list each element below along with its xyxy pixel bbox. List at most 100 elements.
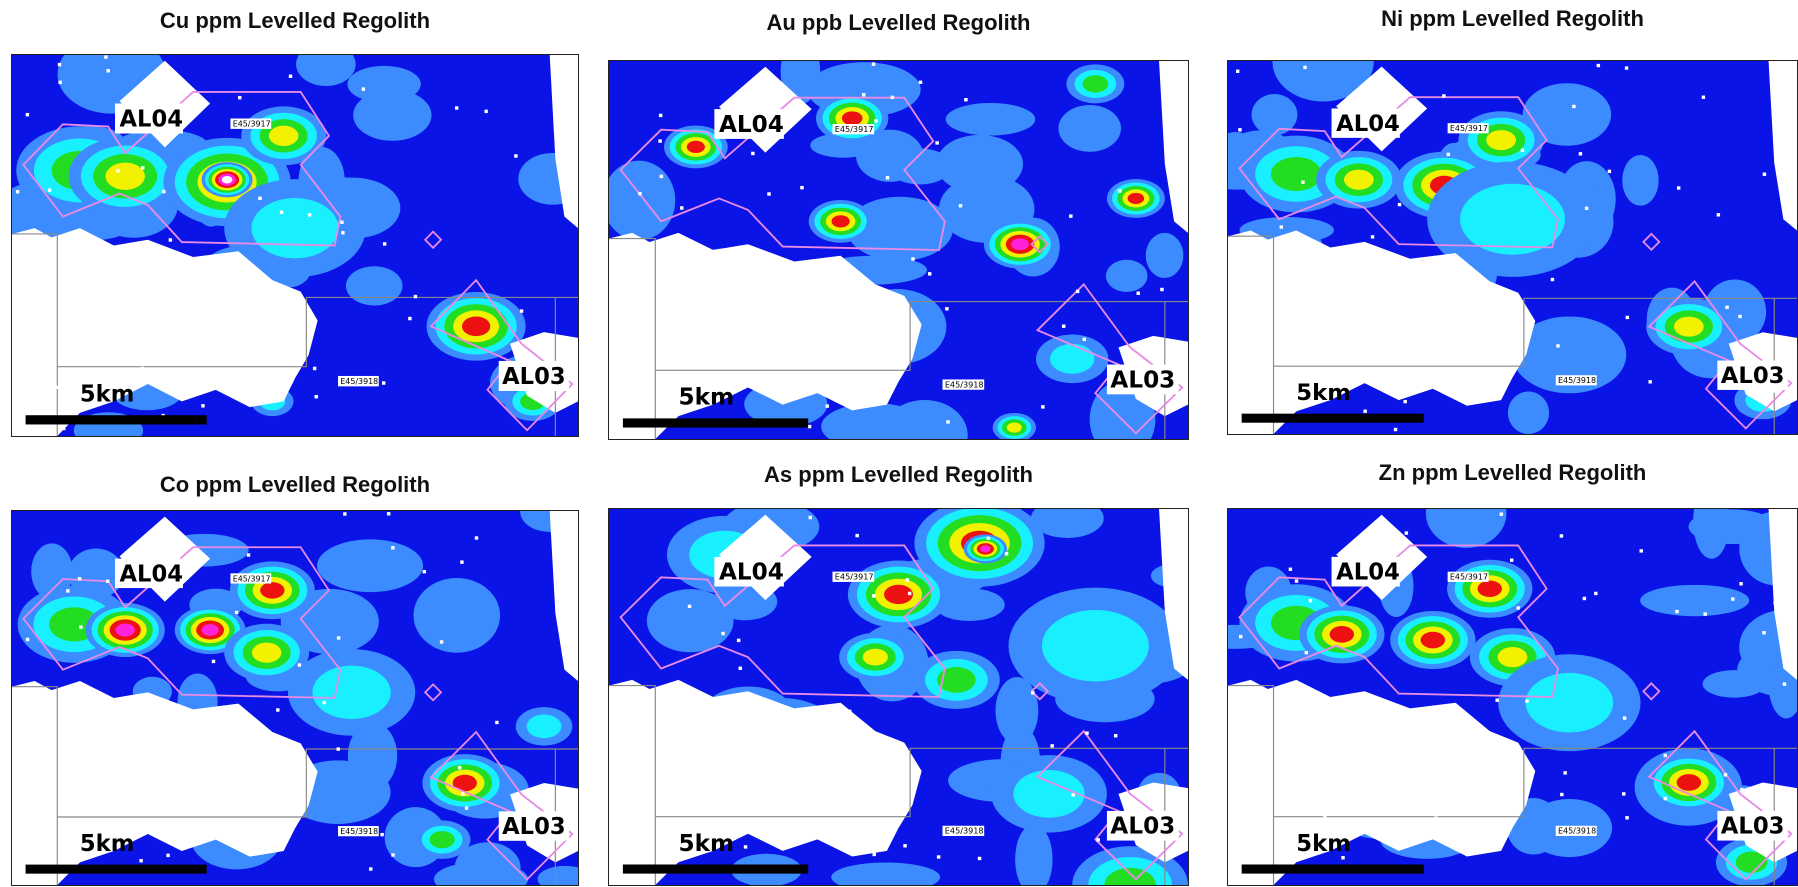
sample-point — [739, 667, 742, 670]
site-label: AL04 — [1336, 560, 1400, 586]
sample-point — [212, 660, 215, 663]
sample-point — [1403, 400, 1406, 403]
tenement-label: E45/3917 — [233, 574, 271, 583]
sample-point — [87, 812, 90, 815]
sample-point — [106, 580, 109, 583]
anomaly — [831, 862, 940, 886]
anomaly — [1007, 422, 1022, 432]
sample-point — [855, 534, 858, 537]
tenement-label: E45/3917 — [1450, 573, 1488, 582]
sample-point — [1071, 793, 1074, 796]
anomaly — [296, 54, 356, 86]
no-data-area — [550, 511, 578, 681]
sample-point — [758, 829, 761, 832]
sample-point — [201, 404, 204, 407]
sample-point — [1625, 66, 1628, 69]
anomaly — [413, 578, 500, 653]
sample-point — [1763, 173, 1766, 176]
sample-point — [557, 542, 560, 545]
sample-point — [1563, 771, 1566, 774]
anomaly — [222, 176, 233, 183]
tenement-label: E45/3918 — [340, 827, 378, 836]
sample-point — [1118, 189, 1121, 192]
anomaly — [462, 317, 490, 337]
sample-point — [1510, 559, 1513, 562]
site-label: AL03 — [1721, 814, 1785, 840]
sample-point — [1594, 592, 1597, 595]
sample-point — [1303, 66, 1306, 69]
scale-bar — [1242, 864, 1424, 873]
sample-point — [323, 701, 326, 704]
sample-point — [1333, 826, 1336, 829]
tenement-label: E45/3918 — [1558, 376, 1596, 385]
sample-point — [298, 663, 301, 666]
sample-point — [387, 512, 390, 515]
sample-point — [903, 844, 906, 847]
sample-point — [162, 190, 165, 193]
sample-point — [1371, 235, 1374, 238]
sample-point — [1137, 292, 1140, 295]
sample-point — [1572, 105, 1575, 108]
sample-point — [1096, 838, 1099, 841]
panel-title: Co ppm Levelled Regolith — [15, 472, 575, 498]
anomaly — [269, 126, 299, 146]
sample-point — [141, 166, 144, 169]
anomaly — [1344, 170, 1374, 190]
sample-point — [882, 752, 885, 755]
sample-point — [340, 221, 343, 224]
sample-point — [937, 855, 940, 858]
anomaly — [1082, 75, 1108, 92]
sample-point — [872, 62, 875, 65]
sample-point — [867, 383, 870, 386]
sample-point — [873, 853, 876, 856]
figure: Cu ppm Levelled RegolithAL04AL035kmE45/3… — [0, 0, 1798, 887]
scale-bar — [26, 415, 207, 424]
scale-bar-label: 5km — [678, 831, 734, 857]
panel-title: Cu ppm Levelled Regolith — [15, 8, 575, 34]
anomaly — [832, 215, 850, 227]
anomaly — [106, 163, 145, 190]
sample-point — [1076, 290, 1079, 293]
sample-point — [911, 257, 914, 260]
anomaly — [260, 582, 284, 599]
sample-point — [1295, 579, 1298, 582]
sample-point — [1442, 94, 1445, 97]
site-label: AL04 — [120, 561, 183, 587]
anomaly — [1146, 233, 1184, 278]
sample-point — [959, 204, 962, 207]
anomaly — [1674, 317, 1704, 337]
sample-point — [1783, 682, 1786, 685]
sample-point — [343, 512, 346, 515]
sample-point — [391, 853, 394, 856]
sample-point — [1041, 405, 1044, 408]
sample-point — [1050, 744, 1053, 747]
sample-point — [253, 850, 256, 853]
sample-point — [1398, 203, 1401, 206]
anomaly — [353, 90, 431, 141]
sample-point — [1005, 552, 1008, 555]
sample-point — [1776, 615, 1779, 618]
sample-point — [26, 638, 29, 641]
sample-point — [1740, 788, 1743, 791]
anomaly — [1693, 508, 1730, 559]
sample-point — [141, 367, 144, 370]
sample-point — [767, 192, 770, 195]
sample-point — [660, 175, 663, 178]
sample-point — [848, 710, 851, 713]
sample-point — [1702, 96, 1705, 99]
sample-point — [337, 636, 340, 639]
sample-point — [382, 381, 385, 384]
sample-point — [688, 605, 691, 608]
anomaly — [1460, 184, 1565, 255]
sample-point — [1309, 703, 1312, 706]
no-data-area — [1769, 61, 1797, 231]
anomaly — [1498, 647, 1528, 667]
scale-bar-label: 5km — [80, 831, 134, 857]
sample-point — [935, 141, 938, 144]
sample-point — [1305, 651, 1308, 654]
sample-point — [1447, 153, 1450, 156]
scale-bar — [623, 864, 808, 873]
sample-point — [1725, 306, 1728, 309]
sample-point — [115, 789, 118, 792]
